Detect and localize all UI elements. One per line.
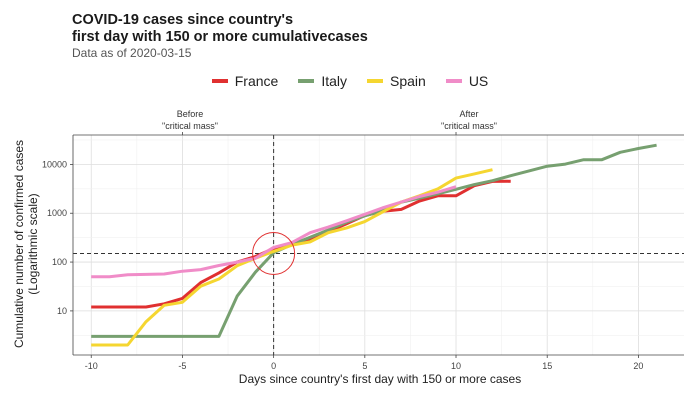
y-axis-label-line-2: (Logarithmic scale) [26,193,40,294]
y-tick-label: 10 [57,306,67,316]
y-tick-label: 100 [52,257,67,267]
legend-item-france: France [211,73,279,89]
y-tick-label: 10000 [42,159,67,169]
legend-label: Spain [390,73,426,89]
legend-swatch [211,79,228,83]
gridlines [73,135,684,355]
legend-item-spain: Spain [367,73,426,89]
y-tick-label: 1000 [47,208,67,218]
before-label-line-1: Before [177,109,204,119]
before-label-line-2: "critical mass" [162,121,218,131]
legend-label: US [468,73,489,89]
series-group [91,143,657,347]
reference-lines [73,135,684,355]
legend-label: France [234,73,279,89]
after-label-line-1: After [459,109,478,119]
critical-mass-circle [252,231,296,275]
series-line-italy [91,143,657,338]
chart-legend: France Italy Spain US [0,73,700,89]
legend-label: Italy [321,73,347,89]
legend-swatch [367,79,383,83]
x-tick-label: 0 [271,361,276,371]
chart-title-line-2: first day with 150 or more cumulativecas… [72,29,368,45]
axes: -10 -5 0 5 10 15 20 10 100 1000 10000 [42,132,684,371]
legend-item-us: US [445,73,489,89]
y-axis-label-line-1: Cumulative number of confirmed cases [12,140,26,348]
x-tick-label: 20 [633,361,643,371]
series-line-spain [91,168,493,347]
chart-subtitle: Data as of 2020-03-15 [72,46,192,60]
x-tick-label: -5 [178,361,186,371]
x-axis-label: Days since country's first day with 150 … [239,372,521,386]
x-tick-label: 5 [362,361,367,371]
legend-swatch [445,79,462,83]
chart-title-line-1: COVID-19 cases since country's [72,12,294,28]
x-tick-label: 15 [542,361,552,371]
x-tick-label: 10 [451,361,461,371]
series-line-us [91,185,457,279]
x-tick-label: -10 [85,361,98,371]
after-label-line-2: "critical mass" [441,121,497,131]
legend-item-italy: Italy [298,73,347,89]
legend-swatch [298,79,315,83]
chart-title: COVID-19 cases since country's first day… [72,12,472,46]
